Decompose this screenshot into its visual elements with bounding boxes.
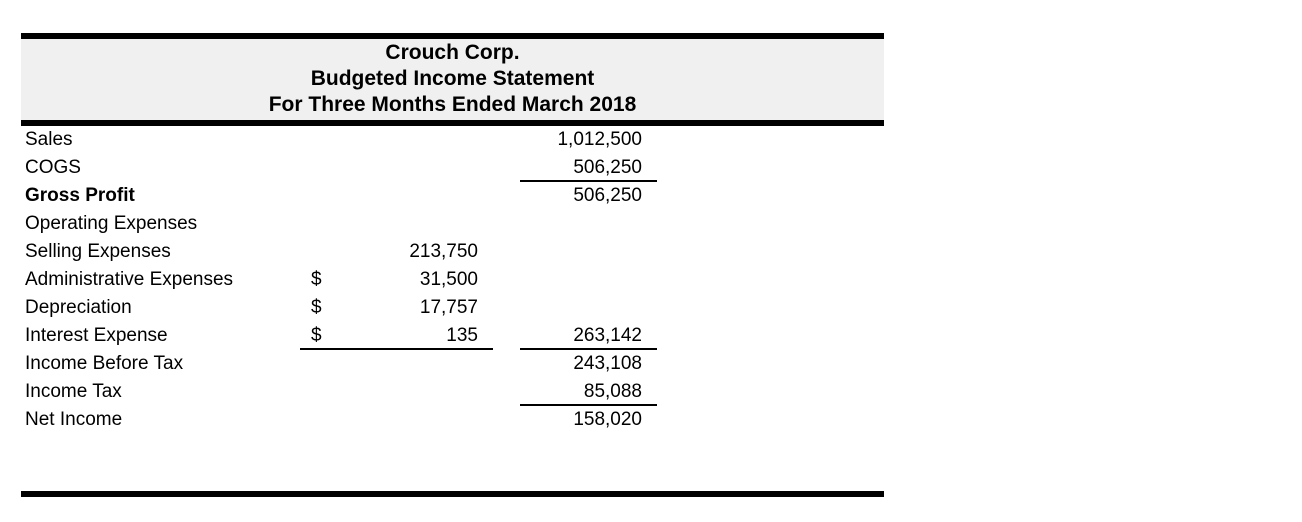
income-statement-sheet: Crouch Corp. Budgeted Income Statement F… xyxy=(21,33,884,497)
company-name: Crouch Corp. xyxy=(385,41,520,64)
total-amount: 158,020 xyxy=(573,409,642,430)
statement-row: Gross Profit 506,250 xyxy=(21,182,884,210)
total-amount: 506,250 xyxy=(573,185,642,206)
total-amount-cell xyxy=(520,238,657,266)
row-label: Gross Profit xyxy=(25,185,135,206)
total-amount: 1,012,500 xyxy=(557,129,642,150)
statement-row: COGS 506,250 xyxy=(21,154,884,182)
detail-amount-cell xyxy=(300,378,493,406)
detail-amount-cell: 213,750 xyxy=(300,238,493,266)
currency-symbol: $ xyxy=(311,269,322,290)
row-label: Sales xyxy=(25,129,73,150)
total-amount: 85,088 xyxy=(583,381,642,402)
statement-row: Net Income 158,020 xyxy=(21,406,884,434)
detail-amount-cell: $ 135 xyxy=(300,322,493,350)
column-gap xyxy=(493,126,520,154)
detail-amount-cell xyxy=(300,210,493,238)
total-amount-cell: 243,108 xyxy=(520,350,657,378)
row-label: Net Income xyxy=(25,409,123,430)
row-label: Income Before Tax xyxy=(25,353,184,374)
column-gap xyxy=(493,322,520,350)
total-amount: 506,250 xyxy=(573,157,642,178)
column-gap xyxy=(493,266,520,294)
currency-symbol: $ xyxy=(311,325,322,346)
total-amount-cell: 506,250 xyxy=(520,154,657,182)
statement-rows: Sales 1,012,500 COGS 506,250 Gross Profi… xyxy=(21,126,884,434)
statement-title: Budgeted Income Statement xyxy=(310,67,595,90)
column-gap xyxy=(493,154,520,182)
top-rule xyxy=(21,33,884,39)
statement-row: Administrative Expenses $ 31,500 xyxy=(21,266,884,294)
detail-amount-cell xyxy=(300,350,493,378)
detail-amount: 135 xyxy=(446,325,478,346)
total-amount-cell: 263,142 xyxy=(520,322,657,350)
statement-row: Interest Expense $ 135 263,142 xyxy=(21,322,884,350)
statement-row: Income Before Tax 243,108 xyxy=(21,350,884,378)
detail-amount: 213,750 xyxy=(409,241,478,262)
detail-amount-cell xyxy=(300,406,493,434)
column-gap xyxy=(493,294,520,322)
total-amount-cell xyxy=(520,266,657,294)
detail-amount-cell: $ 31,500 xyxy=(300,266,493,294)
detail-amount: 31,500 xyxy=(419,269,478,290)
detail-amount-cell xyxy=(300,182,493,210)
detail-amount-cell xyxy=(300,126,493,154)
column-gap xyxy=(493,182,520,210)
total-amount-cell: 158,020 xyxy=(520,406,657,434)
row-label: Interest Expense xyxy=(25,325,168,346)
column-gap xyxy=(493,350,520,378)
total-amount: 263,142 xyxy=(573,325,642,346)
detail-amount: 17,757 xyxy=(419,297,478,318)
total-amount-cell: 506,250 xyxy=(520,182,657,210)
currency-symbol: $ xyxy=(311,297,322,318)
total-amount-cell: 85,088 xyxy=(520,378,657,406)
detail-amount-cell: $ 17,757 xyxy=(300,294,493,322)
bottom-rule xyxy=(21,491,884,497)
column-gap xyxy=(493,378,520,406)
total-amount-cell xyxy=(520,294,657,322)
statement-header: Crouch Corp. Budgeted Income Statement F… xyxy=(21,39,884,120)
statement-row: Sales 1,012,500 xyxy=(21,126,884,154)
statement-row: Operating Expenses xyxy=(21,210,884,238)
column-gap xyxy=(493,406,520,434)
row-label: COGS xyxy=(25,157,81,178)
total-amount-cell: 1,012,500 xyxy=(520,126,657,154)
row-label: Operating Expenses xyxy=(25,213,198,234)
row-label: Income Tax xyxy=(25,381,122,402)
statement-row: Depreciation $ 17,757 xyxy=(21,294,884,322)
column-gap xyxy=(493,210,520,238)
row-label: Administrative Expenses xyxy=(25,269,234,290)
total-amount: 243,108 xyxy=(573,353,642,374)
statement-period: For Three Months Ended March 2018 xyxy=(268,93,637,116)
row-label: Depreciation xyxy=(25,297,132,318)
detail-amount-cell xyxy=(300,154,493,182)
row-label: Selling Expenses xyxy=(25,241,171,262)
bottom-spacer xyxy=(21,434,884,491)
column-gap xyxy=(493,238,520,266)
statement-row: Income Tax 85,088 xyxy=(21,378,884,406)
statement-row: Selling Expenses 213,750 xyxy=(21,238,884,266)
total-amount-cell xyxy=(520,210,657,238)
header-rule xyxy=(21,120,884,126)
